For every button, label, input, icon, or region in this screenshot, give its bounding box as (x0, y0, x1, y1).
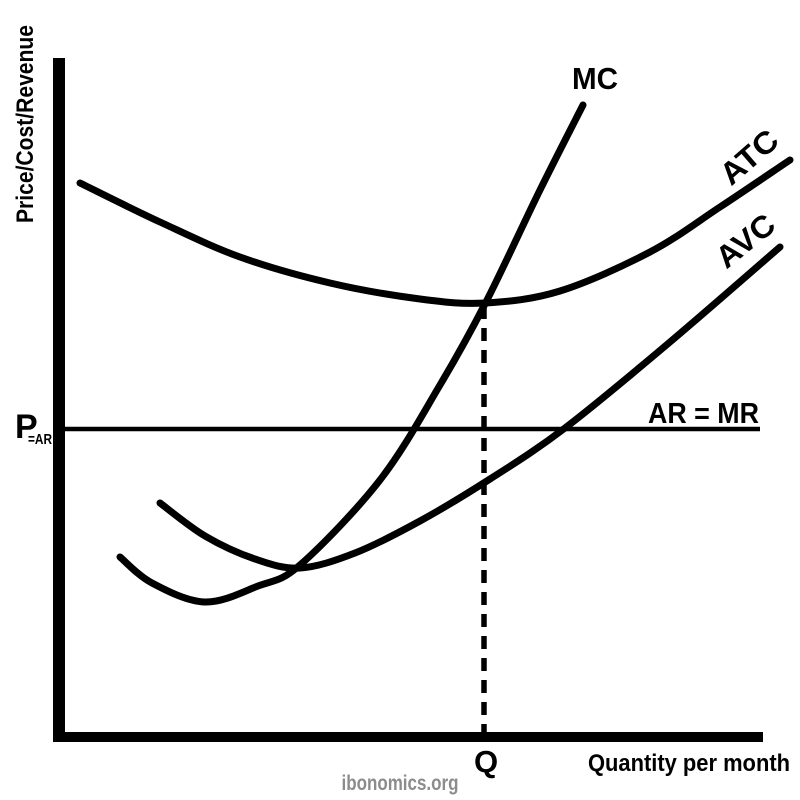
price-subscript-label: =AR (28, 431, 52, 448)
labels-layer: Price/Cost/Revenue Quantity per month MC… (12, 25, 790, 795)
axes (53, 58, 763, 742)
watermark: ibonomics.org (342, 772, 459, 795)
ar-mr-label: AR = MR (648, 398, 759, 430)
avc-curve-label: AVC (709, 206, 782, 275)
x-axis (53, 732, 763, 742)
curves-layer (64, 101, 794, 732)
atc-curve-label: ATC (713, 122, 786, 192)
y-axis-title: Price/Cost/Revenue (12, 25, 39, 223)
price-label: P (15, 408, 38, 446)
avc-curve (156, 243, 784, 572)
atc-curve (76, 156, 794, 307)
y-axis (53, 58, 65, 742)
mc-curve-label: MC (572, 61, 618, 96)
quantity-label: Q (474, 744, 498, 779)
x-axis-title: Quantity per month (588, 750, 790, 777)
mc-curve (116, 101, 587, 606)
